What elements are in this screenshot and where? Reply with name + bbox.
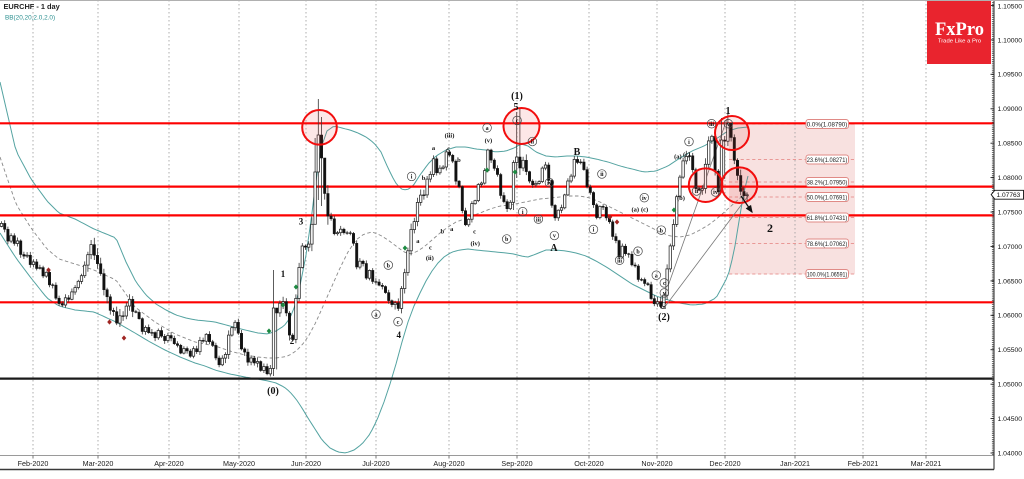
svg-text:i: i [522, 210, 524, 216]
svg-text:1.05500: 1.05500 [998, 347, 1023, 354]
svg-text:1.09000: 1.09000 [998, 106, 1023, 113]
svg-text:c: c [397, 320, 400, 326]
svg-text:v: v [553, 234, 556, 240]
svg-text:78.6%(1.07062): 78.6%(1.07062) [807, 241, 848, 248]
svg-text:(iii): (iii) [445, 133, 455, 140]
svg-text:a: a [416, 238, 420, 245]
svg-text:c: c [663, 281, 666, 287]
svg-text:1: 1 [281, 269, 286, 279]
svg-text:61.8%(1.07431): 61.8%(1.07431) [807, 215, 848, 222]
svg-text:1.06500: 1.06500 [998, 278, 1023, 285]
svg-text:1.04000: 1.04000 [998, 450, 1023, 457]
svg-text:b: b [457, 157, 461, 164]
svg-text:c: c [429, 244, 432, 251]
svg-text:1.04500: 1.04500 [998, 416, 1023, 423]
svg-text:B: B [574, 147, 581, 158]
svg-text:v: v [727, 122, 730, 128]
svg-text:i: i [593, 228, 595, 234]
svg-text:1: 1 [726, 106, 731, 117]
svg-text:(ii): (ii) [426, 255, 434, 262]
svg-text:Jan-2021: Jan-2021 [780, 459, 810, 468]
svg-text:4: 4 [396, 330, 401, 340]
svg-text:Jul-2020: Jul-2020 [362, 459, 390, 468]
svg-text:1.08500: 1.08500 [998, 141, 1023, 148]
svg-text:ii: ii [531, 140, 535, 146]
svg-text:(iv): (iv) [471, 240, 480, 247]
svg-text:iii: iii [617, 258, 622, 264]
svg-text:ii: ii [600, 172, 604, 178]
svg-text:1.10500: 1.10500 [998, 3, 1023, 10]
svg-text:(a): (a) [632, 206, 640, 213]
svg-text:1.06000: 1.06000 [998, 313, 1023, 320]
svg-text:Oct-2020: Oct-2020 [574, 459, 604, 468]
svg-text:Aug-2020: Aug-2020 [433, 459, 464, 468]
svg-text:c: c [516, 119, 519, 125]
svg-text:5: 5 [514, 102, 519, 113]
svg-text:Apr-2020: Apr-2020 [154, 459, 184, 468]
svg-text:100.0%(1.06591): 100.0%(1.06591) [807, 271, 848, 278]
svg-text:a: a [375, 313, 378, 319]
svg-text:Sep-2020: Sep-2020 [501, 459, 532, 468]
svg-text:(1): (1) [511, 91, 523, 102]
svg-text:Trade Like a Pro: Trade Like a Pro [938, 39, 982, 45]
svg-text:FxPro: FxPro [935, 20, 984, 40]
svg-text:A: A [550, 243, 558, 254]
svg-text:1.07763: 1.07763 [997, 192, 1021, 199]
svg-text:iv: iv [547, 181, 552, 187]
svg-text:(a): (a) [674, 154, 682, 161]
svg-text:a: a [432, 145, 436, 152]
svg-text:1.08000: 1.08000 [998, 175, 1023, 182]
svg-text:50.0%(1.07691): 50.0%(1.07691) [807, 194, 848, 201]
svg-text:Feb-2021: Feb-2021 [848, 459, 879, 468]
svg-text:b: b [636, 249, 640, 255]
svg-text:c: c [473, 229, 476, 236]
svg-text:i: i [411, 175, 413, 181]
svg-text:May-2020: May-2020 [223, 459, 255, 468]
svg-text:Mar-2020: Mar-2020 [83, 459, 114, 468]
svg-text:2: 2 [767, 221, 773, 235]
svg-text:v: v [663, 291, 666, 297]
svg-text:1.10000: 1.10000 [998, 37, 1023, 44]
svg-text:iii: iii [536, 217, 541, 223]
svg-text:23.6%(1.08271): 23.6%(1.08271) [807, 157, 848, 164]
svg-text:1.07000: 1.07000 [998, 244, 1023, 251]
svg-text:b: b [422, 175, 426, 182]
svg-text:iii: iii [709, 122, 714, 128]
svg-text:EURCHF - 1 day: EURCHF - 1 day [4, 2, 61, 11]
svg-text:(b): (b) [677, 195, 685, 202]
svg-text:Feb-2020: Feb-2020 [18, 459, 49, 468]
svg-text:C: C [659, 301, 666, 312]
svg-text:a: a [655, 273, 658, 279]
svg-text:2: 2 [290, 336, 295, 346]
svg-text:b: b [660, 228, 664, 234]
svg-text:Nov-2020: Nov-2020 [641, 459, 672, 468]
svg-text:1.09500: 1.09500 [998, 72, 1023, 79]
svg-text:Jun-2020: Jun-2020 [291, 459, 321, 468]
svg-text:Dec-2020: Dec-2020 [709, 459, 740, 468]
svg-text:Mar-2021: Mar-2021 [911, 459, 942, 468]
svg-text:b: b [440, 228, 444, 235]
svg-text:(0): (0) [267, 386, 279, 397]
svg-text:1.07500: 1.07500 [998, 209, 1023, 216]
svg-text:i: i [688, 140, 690, 146]
svg-text:c: c [447, 146, 450, 153]
svg-text:BB(20,20,2.0,2.0): BB(20,20,2.0,2.0) [5, 15, 55, 22]
svg-text:a: a [450, 226, 454, 233]
svg-text:(c): (c) [641, 206, 648, 213]
svg-text:38.2%(1.07950): 38.2%(1.07950) [807, 179, 848, 186]
svg-text:iv: iv [642, 196, 647, 202]
svg-text:a: a [486, 126, 489, 132]
svg-text:0.0%(1.08790): 0.0%(1.08790) [807, 121, 848, 128]
svg-text:(2): (2) [658, 312, 670, 323]
svg-text:iv: iv [713, 190, 718, 196]
svg-text:1.05000: 1.05000 [998, 382, 1023, 389]
svg-text:(c): (c) [683, 152, 690, 159]
svg-text:3: 3 [299, 217, 304, 227]
svg-text:(v): (v) [485, 137, 493, 144]
svg-text:b: b [387, 263, 391, 269]
svg-text:ii: ii [695, 189, 699, 195]
svg-text:b: b [505, 237, 509, 243]
